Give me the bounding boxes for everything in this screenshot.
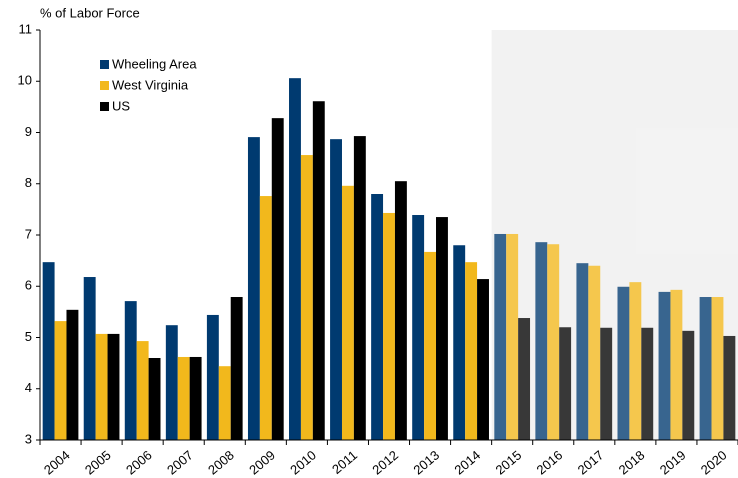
bar [271, 118, 284, 441]
x-tick-label: 2012 [369, 447, 401, 477]
x-tick-label: 2009 [246, 447, 278, 477]
bar [600, 327, 613, 440]
bar [617, 286, 630, 440]
bar [247, 137, 260, 441]
bar [124, 301, 137, 440]
bar [330, 139, 342, 440]
x-tick-label: 2014 [451, 447, 483, 477]
bar [312, 101, 325, 441]
bar [42, 262, 55, 440]
bar [723, 335, 736, 440]
bar [371, 194, 384, 440]
bar [259, 196, 272, 440]
y-tick-label: 7 [25, 226, 32, 241]
bar [436, 217, 448, 440]
bar [300, 155, 313, 441]
x-tick-label: 2006 [123, 447, 155, 477]
x-tick-label: 2013 [410, 447, 442, 477]
y-tick-label: 11 [19, 21, 33, 36]
forecast-overlay [491, 30, 738, 440]
y-tick-label: 10 [18, 73, 32, 88]
bar [165, 325, 178, 440]
legend-label: Wheeling Area [112, 56, 197, 71]
bar [453, 245, 466, 440]
bar [629, 282, 642, 440]
bar [353, 136, 366, 440]
bar [218, 366, 231, 440]
y-tick-label: 9 [25, 124, 32, 139]
bar [588, 265, 601, 440]
legend-label: US [112, 98, 130, 113]
x-tick-label: 2016 [534, 447, 566, 477]
bar [576, 263, 589, 440]
bar [699, 297, 712, 440]
bar [641, 327, 654, 440]
bar [412, 215, 425, 440]
bar [107, 333, 120, 440]
bar [465, 262, 478, 440]
bar [518, 318, 531, 440]
x-tick-label: 2017 [575, 447, 607, 477]
legend-swatch [100, 60, 109, 69]
bar [177, 356, 190, 440]
bar [66, 309, 79, 440]
bar [658, 291, 671, 440]
y-tick-label: 6 [25, 278, 32, 293]
bar [95, 333, 108, 440]
bar [148, 358, 161, 440]
x-tick-label: 2015 [493, 447, 525, 477]
bar [547, 244, 560, 440]
y-tick-label: 4 [25, 380, 32, 395]
bar [711, 297, 724, 440]
bar [206, 314, 219, 440]
x-tick-label: 2008 [205, 447, 237, 477]
bar [230, 297, 243, 440]
legend-swatch [100, 102, 109, 111]
y-tick-label: 3 [25, 431, 32, 446]
x-tick-label: 2005 [82, 447, 114, 477]
bar [394, 181, 407, 440]
x-tick-label: 2010 [287, 447, 319, 477]
x-tick-label: 2019 [657, 447, 689, 477]
x-tick-label: 2020 [698, 447, 730, 477]
bar [477, 279, 489, 440]
x-tick-label: 2004 [41, 447, 73, 477]
bar [506, 233, 519, 440]
bar [670, 289, 683, 440]
y-tick-label: 5 [25, 329, 32, 344]
x-tick-label: 2011 [329, 447, 360, 476]
y-tick-label: 8 [25, 175, 32, 190]
bar [559, 327, 572, 440]
bar [136, 341, 149, 440]
legend-label: West Virginia [112, 77, 189, 92]
bar [383, 212, 395, 440]
bar [682, 330, 695, 440]
bar [494, 233, 507, 440]
bar [289, 78, 301, 441]
bar [341, 185, 354, 440]
bar [535, 242, 548, 440]
x-tick-label: 2018 [616, 447, 648, 477]
bar [189, 356, 202, 440]
x-tick-label: 2007 [164, 447, 196, 477]
bar [424, 251, 437, 440]
forecast-shade [491, 30, 738, 440]
bar [83, 277, 96, 440]
bar [54, 321, 67, 440]
legend-swatch [100, 81, 109, 90]
y-axis-label: % of Labor Force [40, 5, 140, 20]
